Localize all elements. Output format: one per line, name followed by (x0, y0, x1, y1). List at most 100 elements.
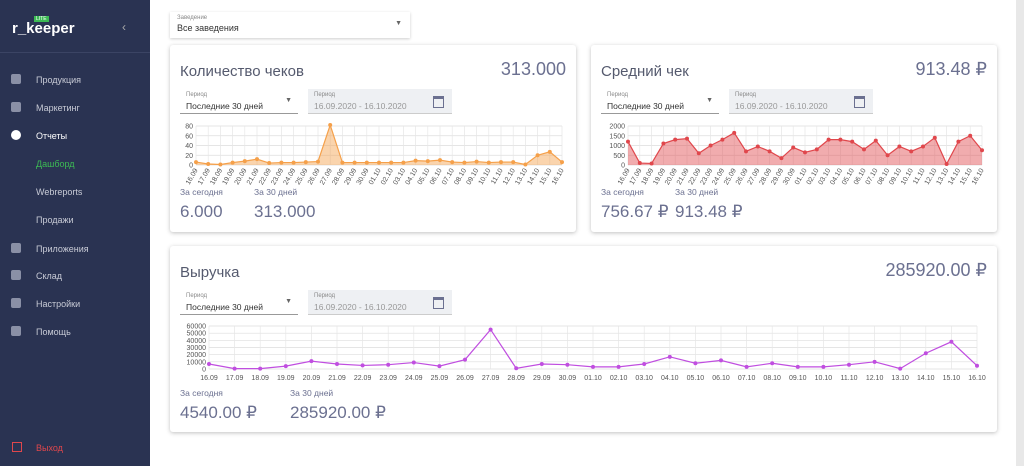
y-tick-label: 20000 (187, 352, 207, 359)
period-select[interactable]: Период Последние 30 дней ▼ (601, 89, 719, 114)
menu-icon (11, 298, 21, 308)
venue-select[interactable]: Заведение Все заведения ▼ (170, 12, 410, 38)
point (720, 137, 725, 142)
menu-item[interactable]: Настройки (36, 299, 81, 309)
scrollbar[interactable] (1016, 0, 1024, 466)
point (932, 135, 937, 140)
y-tick-label: 500 (613, 153, 625, 160)
x-tick-label: 22.09 (354, 375, 372, 382)
point (921, 144, 925, 149)
menu-item[interactable]: Webreports (36, 187, 83, 197)
point (486, 160, 491, 165)
point (814, 147, 819, 152)
menu-item[interactable]: Продукция (36, 75, 82, 85)
point (230, 160, 235, 165)
menu-item[interactable]: Дашборд (36, 159, 75, 169)
point (673, 137, 678, 142)
menu-item[interactable]: Склад (36, 271, 63, 281)
point (944, 162, 949, 167)
card-title: Выручка (180, 264, 240, 281)
period-select[interactable]: Период Последние 30 дней ▼ (180, 290, 298, 315)
point (547, 149, 552, 154)
x-tick-label: 07.10 (738, 375, 756, 382)
point (744, 149, 748, 154)
card-title: Средний чек (601, 63, 689, 80)
x-tick-label: 16.10 (968, 375, 986, 382)
date-range[interactable]: Период 16.09.2020 - 16.10.2020 (308, 290, 452, 315)
y-tick-label: 80 (185, 124, 193, 131)
point (732, 130, 737, 135)
divider (0, 52, 150, 53)
month-value: 313.000 (254, 202, 316, 221)
point (685, 136, 689, 141)
x-tick-label: 21.09 (328, 375, 346, 382)
point (755, 144, 760, 149)
menu-item[interactable]: Помощь (36, 327, 71, 337)
point (661, 141, 666, 146)
venue-value: Все заведения (177, 23, 239, 33)
point (696, 151, 701, 156)
today-value: 4540.00 ₽ (180, 403, 257, 422)
point (838, 137, 843, 142)
period-label: Период (186, 92, 208, 98)
x-tick-label: 14.10 (917, 375, 935, 382)
period-select[interactable]: Период Последние 30 дней ▼ (180, 89, 298, 114)
logout[interactable]: Выход (36, 443, 63, 453)
date-label: Период (735, 92, 757, 98)
period-value: Последние 30 дней (186, 101, 264, 111)
point (850, 139, 855, 144)
x-tick-label: 09.10 (789, 375, 807, 382)
calendar-icon (433, 96, 444, 108)
point (218, 162, 223, 167)
y-tick-label: 60 (185, 133, 193, 140)
point (377, 160, 381, 165)
y-tick-label: 1000 (609, 143, 625, 150)
menu-item[interactable]: Маркетинг (36, 103, 80, 113)
menu-item[interactable]: Продажи (36, 215, 74, 225)
point (770, 361, 775, 366)
collapse[interactable]: ‹ (122, 20, 126, 34)
point (328, 123, 333, 128)
point (637, 161, 642, 166)
point (767, 149, 772, 154)
date-value: 16.09.2020 - 16.10.2020 (314, 101, 407, 111)
date-range[interactable]: Период 16.09.2020 - 16.10.2020 (308, 89, 452, 114)
y-tick-label: 0 (621, 163, 625, 170)
point (956, 139, 961, 144)
period-label: Период (607, 92, 629, 98)
point (821, 364, 826, 369)
x-tick-label: 05.10 (687, 375, 705, 382)
point (309, 359, 314, 364)
point (949, 339, 954, 344)
month-label: За 30 дней (254, 187, 298, 197)
point (360, 363, 365, 368)
x-tick-label: 29.09 (533, 375, 551, 382)
point (437, 364, 442, 369)
x-tick-label: 13.10 (891, 375, 909, 382)
point (975, 363, 979, 368)
today-value: 6.000 (180, 202, 223, 221)
dropdown-arrow: ▼ (706, 97, 713, 104)
point (923, 351, 928, 356)
point (279, 160, 284, 165)
point (791, 145, 796, 150)
point (898, 366, 903, 371)
menu-item[interactable]: Отчеты (36, 131, 68, 141)
x-tick-label: 08.10 (763, 375, 781, 382)
menu-item[interactable]: Приложения (36, 244, 89, 254)
point (463, 357, 467, 362)
point (897, 144, 902, 149)
period-value: Последние 30 дней (607, 101, 685, 111)
x-tick-label: 16.10 (971, 167, 986, 186)
point (626, 139, 630, 144)
venue-label: Заведение (177, 15, 208, 21)
card-total: 313.000 (500, 59, 566, 79)
y-tick-label: 10000 (187, 359, 207, 366)
menu-icon (11, 243, 21, 253)
point (511, 160, 516, 165)
x-tick-label: 28.09 (507, 375, 525, 382)
x-tick-label: 15.10 (943, 375, 961, 382)
date-range[interactable]: Период 16.09.2020 - 16.10.2020 (729, 89, 873, 114)
card-total: 285920.00 ₽ (885, 260, 987, 280)
